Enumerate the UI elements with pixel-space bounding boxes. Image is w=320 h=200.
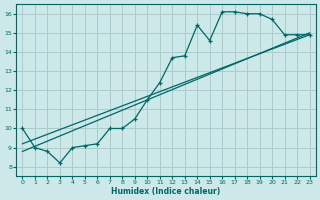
X-axis label: Humidex (Indice chaleur): Humidex (Indice chaleur) xyxy=(111,187,221,196)
